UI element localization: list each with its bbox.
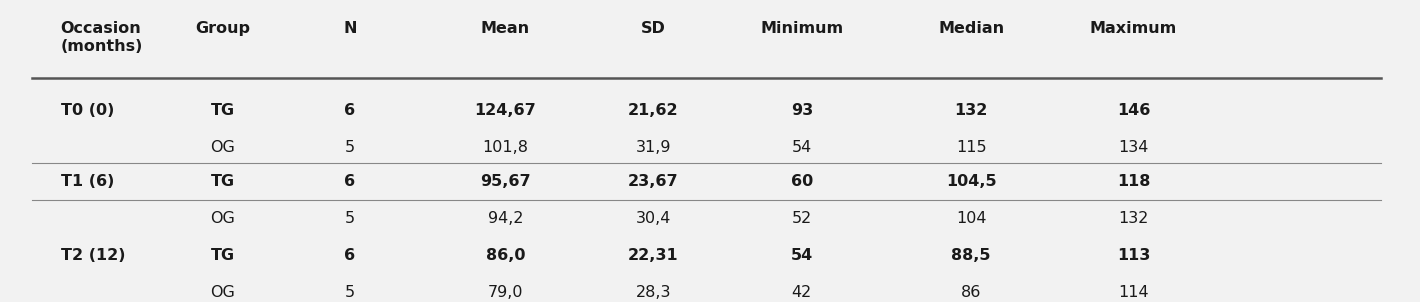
Text: 146: 146 [1116, 103, 1150, 118]
Text: 22,31: 22,31 [628, 248, 679, 263]
Text: N: N [344, 21, 356, 37]
Text: 6: 6 [345, 103, 355, 118]
Text: T1 (6): T1 (6) [61, 174, 114, 189]
Text: Mean: Mean [481, 21, 530, 37]
Text: TG: TG [212, 103, 236, 118]
Text: Maximum: Maximum [1091, 21, 1177, 37]
Text: TG: TG [212, 174, 236, 189]
Text: 86: 86 [961, 285, 981, 300]
Text: Median: Median [939, 21, 1004, 37]
Text: 23,67: 23,67 [628, 174, 679, 189]
Text: 6: 6 [345, 248, 355, 263]
Text: 94,2: 94,2 [487, 211, 523, 226]
Text: SD: SD [640, 21, 666, 37]
Text: 88,5: 88,5 [951, 248, 991, 263]
Text: 30,4: 30,4 [636, 211, 672, 226]
Text: 115: 115 [956, 140, 987, 155]
Text: 95,67: 95,67 [480, 174, 531, 189]
Text: 5: 5 [345, 211, 355, 226]
Text: 113: 113 [1116, 248, 1150, 263]
Text: 60: 60 [791, 174, 812, 189]
Text: 79,0: 79,0 [487, 285, 523, 300]
Text: OG: OG [210, 211, 236, 226]
Text: TG: TG [212, 248, 236, 263]
Text: 134: 134 [1119, 140, 1149, 155]
Text: Group: Group [196, 21, 250, 37]
Text: 5: 5 [345, 285, 355, 300]
Text: 42: 42 [791, 285, 812, 300]
Text: OG: OG [210, 285, 236, 300]
Text: 52: 52 [791, 211, 812, 226]
Text: 118: 118 [1116, 174, 1150, 189]
Text: 5: 5 [345, 140, 355, 155]
Text: T2 (12): T2 (12) [61, 248, 125, 263]
Text: 104: 104 [956, 211, 987, 226]
Text: 6: 6 [345, 174, 355, 189]
Text: 104,5: 104,5 [946, 174, 997, 189]
Text: 124,67: 124,67 [474, 103, 537, 118]
Text: 21,62: 21,62 [628, 103, 679, 118]
Text: 93: 93 [791, 103, 812, 118]
Text: 28,3: 28,3 [636, 285, 672, 300]
Text: 54: 54 [791, 248, 812, 263]
Text: 54: 54 [791, 140, 812, 155]
Text: 132: 132 [1119, 211, 1149, 226]
Text: 101,8: 101,8 [483, 140, 528, 155]
Text: OG: OG [210, 140, 236, 155]
Text: 114: 114 [1118, 285, 1149, 300]
Text: T0 (0): T0 (0) [61, 103, 114, 118]
Text: Occasion
(months): Occasion (months) [61, 21, 143, 54]
Text: Minimum: Minimum [760, 21, 843, 37]
Text: 86,0: 86,0 [486, 248, 525, 263]
Text: 132: 132 [954, 103, 988, 118]
Text: 31,9: 31,9 [636, 140, 672, 155]
